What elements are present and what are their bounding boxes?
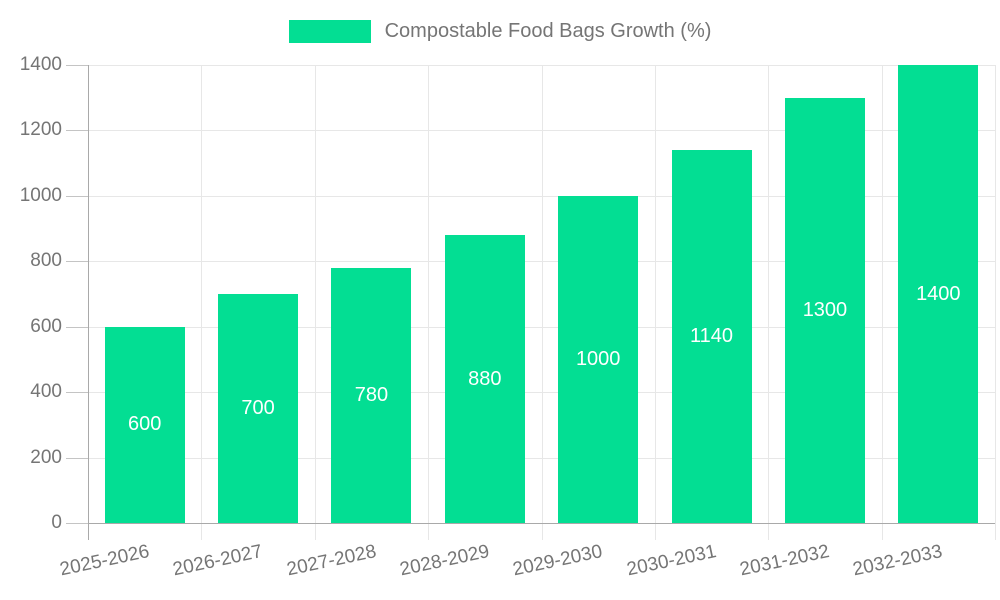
bar-2031-2032[interactable]: 1300	[784, 97, 865, 523]
y-axis-label: 200	[30, 446, 62, 468]
x-axis-label: 2026-2027	[171, 541, 265, 581]
y-tick	[66, 326, 88, 328]
x-gridline	[428, 65, 430, 540]
x-gridline	[768, 65, 770, 540]
y-axis-label: 400	[30, 381, 62, 403]
bar-value-label: 780	[354, 383, 389, 406]
x-gridline	[201, 65, 203, 540]
y-tick	[66, 457, 88, 459]
x-gridline	[654, 65, 656, 540]
y-axis-line	[88, 65, 89, 540]
bar-value-label: 600	[128, 413, 162, 436]
y-tick	[66, 392, 88, 394]
x-gridline	[995, 65, 996, 540]
y-axis-label: 800	[30, 250, 62, 272]
x-axis-label: 2032-2033	[851, 541, 945, 581]
y-tick	[66, 65, 88, 66]
legend-swatch	[288, 20, 371, 43]
x-axis-label: 2030-2031	[624, 541, 718, 581]
x-gridline	[314, 65, 316, 540]
y-axis-label: 1400	[19, 54, 62, 75]
bar-2028-2029[interactable]: 880	[444, 235, 525, 523]
bar-2025-2026[interactable]: 600	[104, 326, 185, 523]
legend[interactable]: Compostable Food Bags Growth (%)	[0, 20, 1000, 43]
bar-2030-2031[interactable]: 1140	[671, 150, 752, 523]
x-axis-label: 2027-2028	[284, 541, 378, 581]
x-axis-label: 2031-2032	[738, 541, 832, 581]
bar-2029-2030[interactable]: 1000	[558, 195, 639, 523]
bar-value-label: 1300	[802, 298, 848, 321]
x-axis-label: 2025-2026	[57, 541, 152, 581]
y-axis-label: 1200	[19, 119, 62, 141]
y-axis-label: 600	[30, 315, 62, 337]
y-tick	[66, 523, 88, 524]
y-axis-label: 0	[51, 512, 62, 533]
bar-value-label: 1000	[575, 347, 621, 370]
legend-label: Compostable Food Bags Growth (%)	[384, 20, 712, 42]
x-gridline	[881, 65, 883, 540]
x-axis-line	[88, 523, 995, 524]
x-gridline	[541, 65, 543, 540]
y-tick	[66, 195, 88, 197]
x-axis-label: 2029-2030	[511, 541, 605, 581]
bar-2027-2028[interactable]: 780	[331, 267, 412, 523]
bar-value-label: 880	[468, 367, 502, 390]
y-axis-label: 1000	[19, 184, 62, 206]
y-tick	[66, 261, 88, 263]
bar-2032-2033[interactable]: 1400	[898, 65, 979, 523]
y-tick	[66, 130, 88, 132]
bar-value-label: 700	[241, 397, 275, 419]
bar-value-label: 1400	[916, 282, 961, 305]
bar-2026-2027[interactable]: 700	[218, 294, 299, 523]
x-axis-label: 2028-2029	[397, 541, 492, 581]
bar-value-label: 1140	[690, 325, 734, 348]
